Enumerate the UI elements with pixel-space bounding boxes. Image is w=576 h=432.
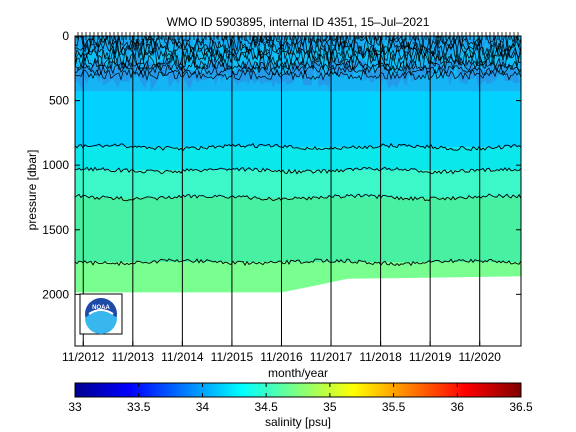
surface-contour-3 bbox=[75, 41, 521, 62]
colorbar-tick-label-7: 36.5 bbox=[509, 400, 533, 414]
salinity-layer-3 bbox=[75, 170, 521, 198]
profile-ticks bbox=[77, 32, 519, 40]
x-tick-label-8: 11/2020 bbox=[458, 350, 501, 364]
colorbar-tick-label-1: 33.5 bbox=[127, 400, 151, 414]
contour-label-1: 34.3 bbox=[253, 35, 271, 45]
colorbar-tick-label-3: 34.5 bbox=[254, 400, 278, 414]
salinity-layer-4 bbox=[75, 197, 521, 263]
colorbar-tick-label-2: 34 bbox=[196, 400, 210, 414]
x-tick-label-5: 11/2017 bbox=[310, 350, 353, 364]
surface-contour-5 bbox=[75, 50, 521, 72]
colorbar-tick-label-0: 33 bbox=[68, 400, 82, 414]
contour-line-2 bbox=[75, 193, 521, 202]
surface-contour-8 bbox=[75, 68, 521, 82]
contour-line-1 bbox=[75, 166, 521, 175]
surface-contour-6 bbox=[75, 59, 521, 72]
surface-contour-0 bbox=[75, 36, 521, 49]
y-tick-label-1: 500 bbox=[49, 94, 69, 108]
colorbar-label: salinity [psu] bbox=[265, 415, 331, 429]
salinity-layer-1 bbox=[75, 91, 521, 148]
colorbar-gradient bbox=[74, 382, 522, 398]
y-tick-label-2: 1000 bbox=[42, 158, 69, 172]
contour-line-0 bbox=[75, 142, 521, 152]
x-tick-label-0: 11/2012 bbox=[62, 350, 105, 364]
x-tick-label-3: 11/2015 bbox=[211, 350, 254, 364]
salinity-layer-2 bbox=[75, 147, 521, 171]
colorbar: 33 33.5 34 34.5 35 35.5 36 36.5 bbox=[68, 382, 533, 414]
x-tick-label-7: 11/2019 bbox=[409, 350, 452, 364]
x-axis: 11/2012 11/2013 11/2014 11/2015 11/2016 11/20… bbox=[62, 341, 501, 364]
y-axis: 0 500 1000 1500 2000 bbox=[42, 29, 521, 301]
y-tick-label-4: 2000 bbox=[42, 287, 69, 301]
contour-label-0: 34.3 bbox=[135, 38, 153, 48]
colorbar-tick-label-6: 36 bbox=[451, 400, 465, 414]
y-axis-label: pressure [dbar] bbox=[25, 150, 39, 231]
x-tick-label-1: 11/2013 bbox=[112, 350, 155, 364]
no-data-area bbox=[75, 276, 521, 346]
x-tick-label-6: 11/2018 bbox=[359, 350, 402, 364]
plot-area: 34.3 34.3 34.3 bbox=[75, 35, 521, 346]
x-axis-label: month/year bbox=[268, 366, 328, 380]
colorbar-tick-label-5: 35.5 bbox=[382, 400, 406, 414]
colorbar-tick-label-4: 35 bbox=[323, 400, 337, 414]
contour-line-3 bbox=[75, 258, 521, 267]
noaa-logo: NOAA bbox=[79, 293, 123, 335]
svg-text:NOAA: NOAA bbox=[92, 305, 110, 311]
y-tick-label-3: 1500 bbox=[42, 223, 69, 237]
x-tick-label-2: 11/2014 bbox=[161, 350, 204, 364]
chart-title: WMO ID 5903895, internal ID 4351, 15–Jul… bbox=[167, 15, 430, 29]
contour-label-2: 34.3 bbox=[400, 40, 418, 50]
x-tick-label-4: 11/2016 bbox=[260, 350, 303, 364]
y-tick-label-0: 0 bbox=[62, 29, 69, 43]
